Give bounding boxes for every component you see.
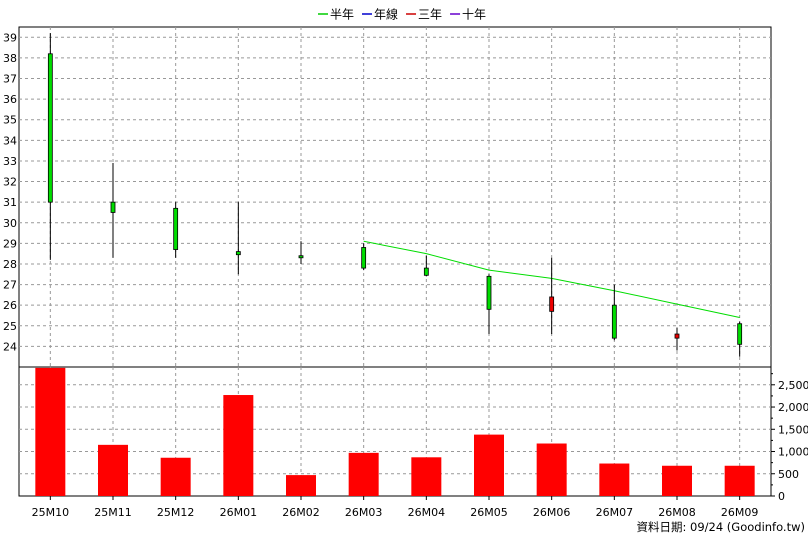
price-tick-label: 34 bbox=[3, 134, 17, 147]
price-tick-label: 31 bbox=[3, 196, 17, 209]
candle-body bbox=[361, 247, 367, 269]
legend-item: 十年 bbox=[450, 8, 486, 22]
legend-label: 年線 bbox=[374, 7, 398, 22]
volume-plot-frame bbox=[18, 366, 772, 497]
price-tick-label: 29 bbox=[3, 237, 17, 250]
volume-bar bbox=[223, 395, 254, 496]
candlestick bbox=[173, 202, 179, 258]
volume-bar bbox=[35, 367, 66, 496]
volume-bar bbox=[348, 452, 379, 496]
x-tick-label: 25M10 bbox=[32, 506, 70, 519]
price-tick-label: 32 bbox=[3, 176, 17, 189]
x-axis: 25M10 25M11 25M12 26M01 26M02 26M03 26M04 26M05… bbox=[32, 496, 759, 519]
x-tick-label: 25M12 bbox=[157, 506, 195, 519]
x-tick-label: 26M03 bbox=[345, 506, 383, 519]
candle-body bbox=[549, 296, 555, 312]
volume-bars bbox=[35, 367, 755, 496]
legend-item: 年線 bbox=[362, 7, 398, 22]
volume-tick-label: 1,500 bbox=[778, 423, 808, 436]
candlestick bbox=[423, 255, 429, 277]
x-tick-label: 26M06 bbox=[533, 506, 571, 519]
candlestick bbox=[674, 327, 680, 351]
price-tick-label: 36 bbox=[3, 93, 17, 106]
x-tick-label: 26M07 bbox=[596, 506, 634, 519]
volume-gridlines bbox=[19, 367, 771, 496]
candle-body bbox=[173, 207, 179, 250]
x-tick-label: 26M05 bbox=[470, 506, 508, 519]
data-date-footer: 資料日期: 09/24 (Goodinfo.tw) bbox=[636, 520, 805, 534]
price-tick-label: 35 bbox=[3, 114, 17, 127]
price-plot-frame bbox=[18, 26, 772, 368]
volume-y-axis: 0 500 1,000 1,500 2,000 2,500 bbox=[771, 373, 808, 503]
price-tick-label: 24 bbox=[3, 340, 17, 353]
candlestick bbox=[737, 321, 743, 357]
volume-tick-label: 500 bbox=[778, 468, 799, 481]
volume-tick-label: 2,500 bbox=[778, 379, 808, 392]
price-tick-label: 37 bbox=[3, 73, 17, 86]
volume-tick-label: 0 bbox=[778, 490, 785, 503]
price-gridlines bbox=[19, 27, 771, 367]
candlesticks bbox=[47, 33, 743, 357]
volume-bar bbox=[160, 457, 191, 496]
price-tick-label: 39 bbox=[3, 31, 17, 44]
x-tick-label: 26M09 bbox=[721, 506, 759, 519]
legend-label: 十年 bbox=[462, 8, 486, 22]
volume-bar bbox=[286, 475, 316, 496]
volume-bar bbox=[599, 463, 630, 496]
candle-body bbox=[235, 251, 241, 256]
x-tick-label: 26M02 bbox=[282, 506, 320, 519]
legend-label: 半年 bbox=[330, 8, 354, 22]
chart-legend: 半年 年線 三年 十年 bbox=[318, 7, 486, 22]
price-tick-label: 30 bbox=[3, 217, 17, 230]
volume-bar bbox=[662, 465, 692, 496]
candlestick bbox=[549, 257, 555, 335]
candlestick bbox=[235, 202, 241, 275]
x-tick-label: 26M04 bbox=[408, 506, 446, 519]
price-tick-label: 28 bbox=[3, 258, 17, 271]
volume-bar bbox=[724, 465, 755, 496]
candle-body bbox=[47, 53, 53, 203]
candle-body bbox=[298, 255, 304, 259]
candle-body bbox=[486, 275, 492, 310]
candlestick bbox=[611, 284, 617, 341]
price-tick-label: 26 bbox=[3, 299, 17, 312]
price-tick-label: 33 bbox=[3, 155, 17, 168]
candle-body bbox=[737, 323, 743, 345]
candle-body bbox=[423, 267, 429, 276]
price-panel: 24 25 26 27 28 29 30 31 32 33 34 35 36 37 38 39 bbox=[3, 26, 772, 368]
volume-bar bbox=[474, 434, 504, 496]
candle-body bbox=[110, 201, 116, 213]
price-tick-label: 38 bbox=[3, 52, 17, 65]
x-tick-label: 25M11 bbox=[94, 506, 132, 519]
candle-body bbox=[674, 333, 680, 339]
legend-label: 三年 bbox=[418, 8, 442, 22]
volume-bar bbox=[536, 443, 567, 496]
x-tick-label: 26M01 bbox=[220, 506, 258, 519]
price-tick-label: 25 bbox=[3, 320, 17, 333]
volume-tick-label: 2,000 bbox=[778, 401, 808, 414]
candlestick bbox=[361, 243, 367, 271]
legend-item: 三年 bbox=[406, 8, 442, 22]
price-tick-label: 27 bbox=[3, 279, 17, 292]
volume-bar bbox=[411, 457, 442, 496]
legend-item: 半年 bbox=[318, 8, 354, 22]
volume-bar bbox=[98, 444, 128, 496]
candlestick bbox=[298, 241, 304, 264]
candlestick bbox=[110, 163, 116, 258]
candlestick bbox=[47, 33, 53, 260]
volume-panel: 0 500 1,000 1,500 2,000 2,500 bbox=[18, 366, 808, 503]
candlestick bbox=[486, 274, 492, 335]
x-tick-label: 26M08 bbox=[658, 506, 696, 519]
price-y-axis: 24 25 26 27 28 29 30 31 32 33 34 35 36 37 38 39 bbox=[3, 31, 17, 353]
volume-tick-label: 1,000 bbox=[778, 446, 808, 459]
candle-body bbox=[611, 304, 617, 339]
